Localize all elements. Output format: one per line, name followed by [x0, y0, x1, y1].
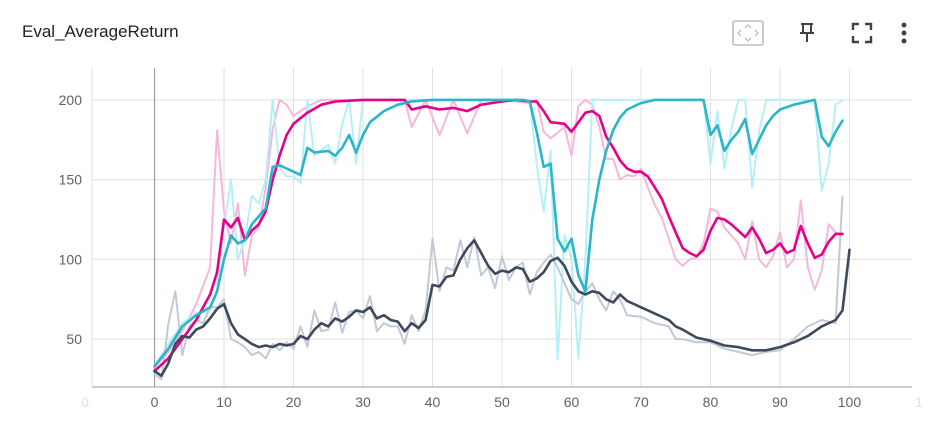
fit-domain-button[interactable] [731, 18, 765, 52]
series-raw-line [153, 98, 843, 369]
pin-button[interactable] [790, 18, 824, 52]
chart-toolbar [731, 18, 921, 52]
fit-domain-icon [732, 19, 764, 51]
x-tick-label: 0 [81, 394, 89, 410]
tick-labels: 50 100 150 200 0 0 10 20 30 40 50 60 70 80 90 100 1 [59, 92, 923, 410]
x-tick-label: 1 [915, 394, 923, 410]
x-tick-label: 100 [838, 394, 862, 410]
y-tick-label: 150 [59, 172, 83, 188]
x-tick-label: 60 [564, 394, 580, 410]
y-tick-label: 100 [59, 251, 83, 267]
series-lines [153, 98, 851, 380]
fullscreen-button[interactable] [845, 18, 879, 52]
x-tick-label: 10 [216, 394, 232, 410]
pin-icon [797, 22, 817, 49]
x-tick-label: 30 [355, 394, 371, 410]
x-tick-label: 0 [151, 394, 159, 410]
series-smoothed-line [153, 239, 851, 378]
y-tick-label: 200 [59, 92, 83, 108]
chart-title: Eval_AverageReturn [22, 22, 179, 41]
y-tick-label: 50 [66, 331, 82, 347]
series-smoothed-line [153, 98, 844, 368]
axes [91, 68, 912, 388]
x-tick-label: 40 [425, 394, 441, 410]
more-vert-icon [899, 21, 909, 50]
x-tick-label: 20 [286, 394, 302, 410]
fullscreen-icon [851, 22, 873, 49]
more-options-button[interactable] [887, 18, 921, 52]
x-tick-label: 90 [772, 394, 788, 410]
x-tick-label: 80 [703, 394, 719, 410]
series-smoothed-line [153, 98, 844, 373]
x-tick-label: 70 [633, 394, 649, 410]
x-tick-label: 50 [494, 394, 510, 410]
grid [92, 68, 912, 387]
series-raw-line [153, 195, 844, 380]
